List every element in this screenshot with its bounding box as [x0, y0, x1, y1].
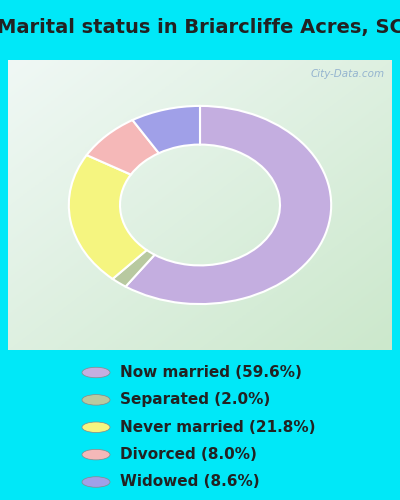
Wedge shape — [132, 106, 200, 153]
Text: Marital status in Briarcliffe Acres, SC: Marital status in Briarcliffe Acres, SC — [0, 18, 400, 36]
Wedge shape — [87, 120, 159, 174]
Circle shape — [82, 367, 110, 378]
Text: Widowed (8.6%): Widowed (8.6%) — [120, 474, 260, 490]
Text: Divorced (8.0%): Divorced (8.0%) — [120, 447, 257, 462]
Text: Now married (59.6%): Now married (59.6%) — [120, 365, 302, 380]
Text: Never married (21.8%): Never married (21.8%) — [120, 420, 316, 434]
Text: Separated (2.0%): Separated (2.0%) — [120, 392, 270, 407]
Wedge shape — [126, 106, 331, 304]
Circle shape — [82, 477, 110, 487]
Wedge shape — [69, 155, 147, 279]
Circle shape — [82, 450, 110, 460]
Text: City-Data.com: City-Data.com — [310, 68, 384, 78]
Circle shape — [82, 394, 110, 405]
Wedge shape — [113, 250, 155, 286]
Circle shape — [82, 422, 110, 432]
